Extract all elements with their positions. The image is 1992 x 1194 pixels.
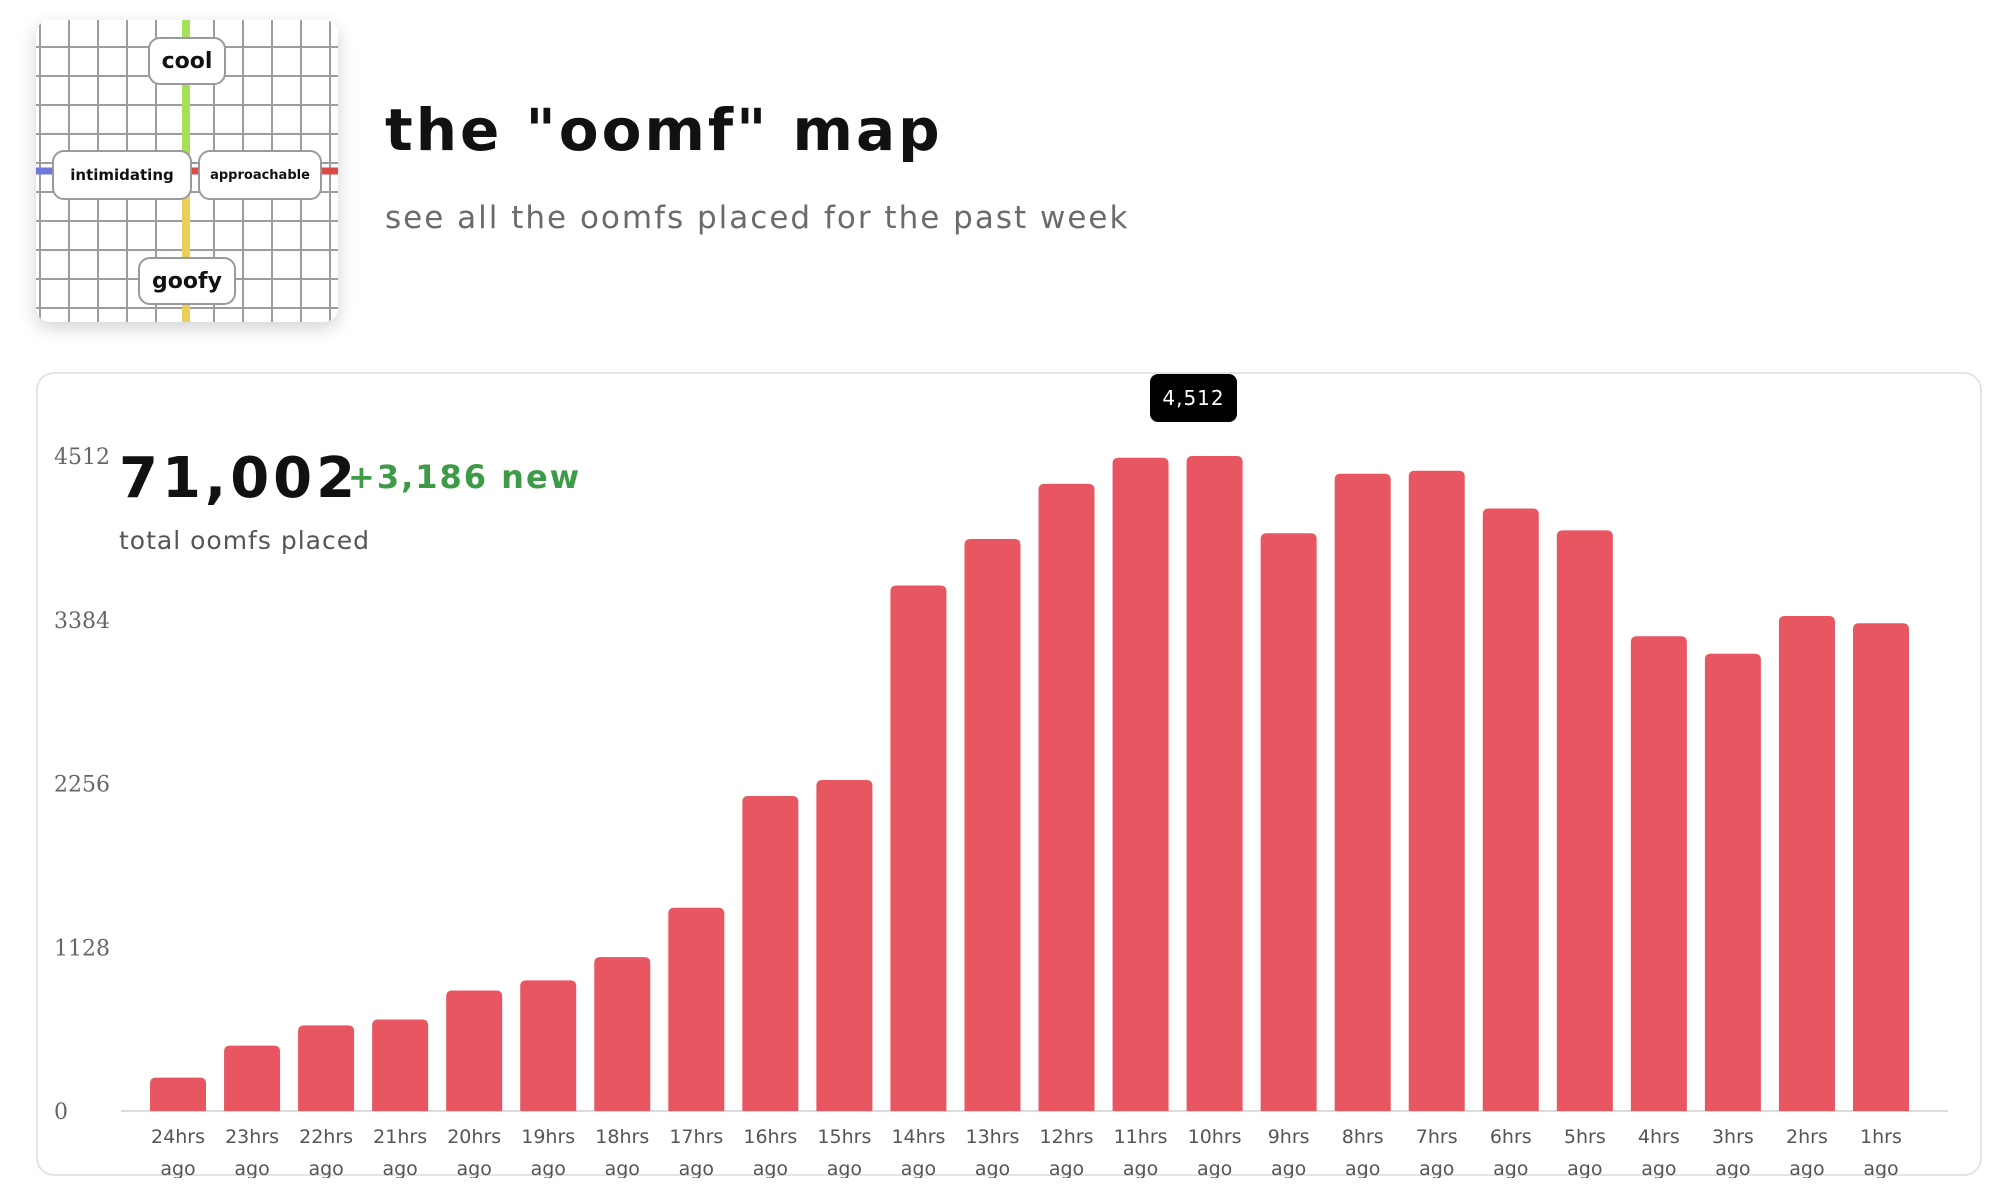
new-count: +3,186 new bbox=[348, 458, 581, 496]
x-tick-label-suffix: ago bbox=[753, 1158, 788, 1178]
x-tick-label-suffix: ago bbox=[1197, 1158, 1232, 1178]
bar[interactable] bbox=[298, 1025, 354, 1111]
x-tick-label-suffix: ago bbox=[1789, 1158, 1824, 1178]
x-tick-label: 23hrs bbox=[225, 1126, 279, 1148]
bar[interactable] bbox=[1631, 636, 1687, 1111]
bar[interactable] bbox=[372, 1020, 428, 1111]
page-subtitle: see all the oomfs placed for the past we… bbox=[385, 200, 1129, 236]
total-count: 71,002 bbox=[119, 446, 359, 511]
x-tick-label-suffix: ago bbox=[457, 1158, 492, 1178]
x-tick-label-suffix: ago bbox=[901, 1158, 936, 1178]
x-tick-label-suffix: ago bbox=[382, 1158, 417, 1178]
y-tick-label: 4512 bbox=[54, 445, 110, 470]
x-tick-label: 8hrs bbox=[1342, 1126, 1384, 1148]
x-tick-label: 14hrs bbox=[891, 1126, 945, 1148]
bar[interactable] bbox=[150, 1078, 206, 1111]
bar[interactable] bbox=[1187, 456, 1243, 1111]
bar[interactable] bbox=[446, 991, 502, 1111]
x-tick-label-suffix: ago bbox=[605, 1158, 640, 1178]
x-tick-label: 4hrs bbox=[1638, 1126, 1680, 1148]
y-tick-label: 1128 bbox=[54, 936, 110, 961]
x-tick-label: 6hrs bbox=[1490, 1126, 1532, 1148]
logo-label-intimidating: intimidating bbox=[52, 150, 192, 200]
logo-label-approachable: approachable bbox=[198, 150, 322, 200]
x-tick-label-suffix: ago bbox=[1567, 1158, 1602, 1178]
x-tick-label: 9hrs bbox=[1268, 1126, 1310, 1148]
x-tick-label-suffix: ago bbox=[827, 1158, 862, 1178]
bar-tooltip: 4,512 bbox=[1150, 374, 1237, 422]
x-tick-label-suffix: ago bbox=[1715, 1158, 1750, 1178]
bar[interactable] bbox=[816, 780, 872, 1111]
x-tick-label-suffix: ago bbox=[1271, 1158, 1306, 1178]
x-tick-label: 17hrs bbox=[669, 1126, 723, 1148]
x-tick-label-suffix: ago bbox=[679, 1158, 714, 1178]
bar[interactable] bbox=[1483, 509, 1539, 1111]
total-caption: total oomfs placed bbox=[119, 526, 370, 555]
x-tick-label: 22hrs bbox=[299, 1126, 353, 1148]
x-tick-label: 5hrs bbox=[1564, 1126, 1606, 1148]
bar[interactable] bbox=[1409, 471, 1465, 1111]
x-tick-label-suffix: ago bbox=[308, 1158, 343, 1178]
x-tick-label-suffix: ago bbox=[234, 1158, 269, 1178]
bar[interactable] bbox=[1261, 533, 1317, 1111]
x-tick-label-suffix: ago bbox=[1863, 1158, 1898, 1178]
bar[interactable] bbox=[1113, 458, 1169, 1111]
x-tick-label-suffix: ago bbox=[1123, 1158, 1158, 1178]
bar[interactable] bbox=[1039, 484, 1095, 1111]
x-tick-label: 16hrs bbox=[743, 1126, 797, 1148]
x-tick-label: 10hrs bbox=[1188, 1126, 1242, 1148]
logo-map: cool goofy intimidating approachable bbox=[36, 20, 338, 322]
x-tick-label: 21hrs bbox=[373, 1126, 427, 1148]
page-title: the "oomf" map bbox=[385, 96, 943, 164]
bar[interactable] bbox=[742, 796, 798, 1111]
x-tick-label-suffix: ago bbox=[531, 1158, 566, 1178]
x-tick-label: 3hrs bbox=[1712, 1126, 1754, 1148]
logo-label-goofy: goofy bbox=[138, 257, 236, 305]
x-tick-label: 11hrs bbox=[1114, 1126, 1168, 1148]
x-tick-label: 12hrs bbox=[1040, 1126, 1094, 1148]
bar[interactable] bbox=[224, 1046, 280, 1111]
y-tick-label: 3384 bbox=[54, 609, 110, 634]
bar[interactable] bbox=[890, 585, 946, 1111]
x-tick-label: 19hrs bbox=[521, 1126, 575, 1148]
x-tick-label-suffix: ago bbox=[975, 1158, 1010, 1178]
bar[interactable] bbox=[1705, 654, 1761, 1111]
x-tick-label-suffix: ago bbox=[1345, 1158, 1380, 1178]
bar[interactable] bbox=[1335, 474, 1391, 1111]
y-tick-label: 2256 bbox=[54, 773, 110, 798]
x-tick-label: 7hrs bbox=[1416, 1126, 1458, 1148]
bar[interactable] bbox=[964, 539, 1020, 1111]
x-tick-label-suffix: ago bbox=[1419, 1158, 1454, 1178]
x-tick-label: 15hrs bbox=[817, 1126, 871, 1148]
x-tick-label-suffix: ago bbox=[160, 1158, 195, 1178]
bar[interactable] bbox=[1779, 616, 1835, 1111]
x-tick-label-suffix: ago bbox=[1641, 1158, 1676, 1178]
logo-label-cool: cool bbox=[148, 37, 226, 85]
bar[interactable] bbox=[594, 957, 650, 1111]
x-tick-label: 13hrs bbox=[966, 1126, 1020, 1148]
y-tick-label: 0 bbox=[54, 1100, 68, 1125]
x-tick-label: 20hrs bbox=[447, 1126, 501, 1148]
bar[interactable] bbox=[520, 980, 576, 1111]
x-tick-label-suffix: ago bbox=[1049, 1158, 1084, 1178]
bar[interactable] bbox=[1557, 530, 1613, 1111]
x-tick-label: 18hrs bbox=[595, 1126, 649, 1148]
x-tick-label: 24hrs bbox=[151, 1126, 205, 1148]
x-tick-label-suffix: ago bbox=[1493, 1158, 1528, 1178]
x-tick-label: 1hrs bbox=[1860, 1126, 1902, 1148]
bar[interactable] bbox=[1853, 623, 1909, 1111]
bar[interactable] bbox=[668, 908, 724, 1111]
x-tick-label: 2hrs bbox=[1786, 1126, 1828, 1148]
